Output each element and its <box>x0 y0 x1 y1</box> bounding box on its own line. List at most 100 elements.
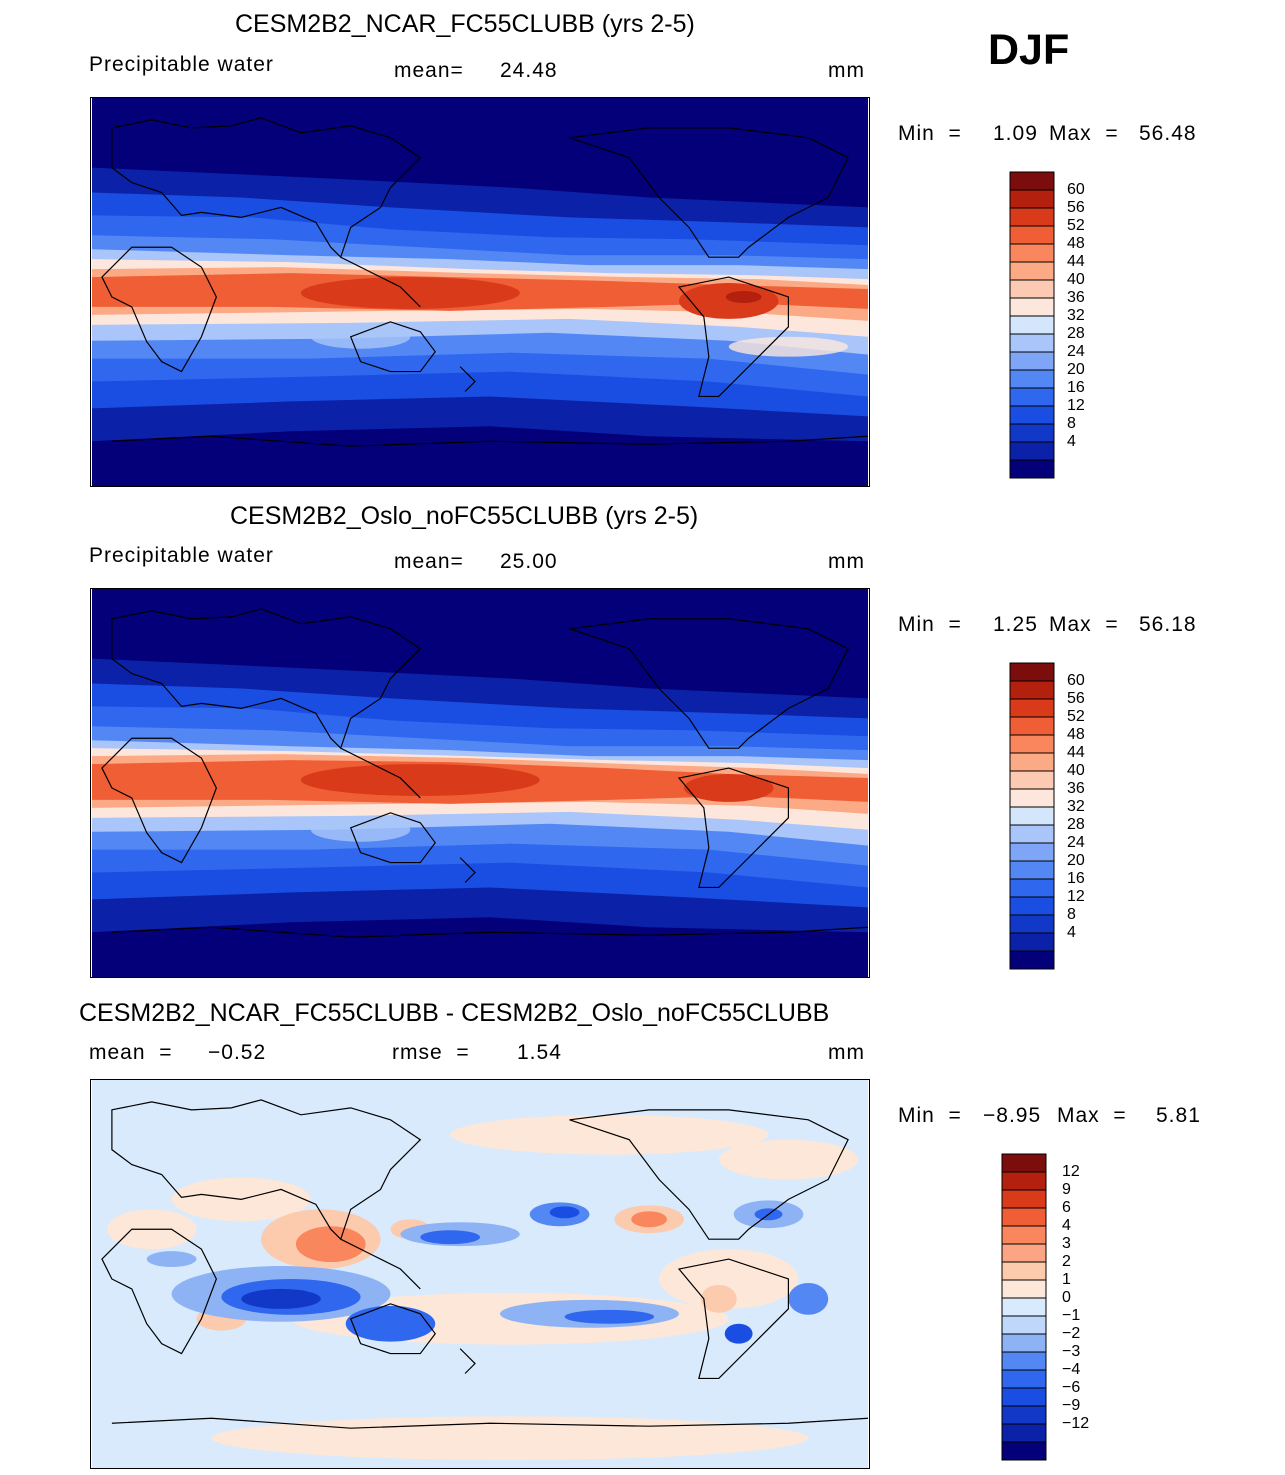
panel-2-colorbar-bin <box>1009 842 1055 862</box>
panel-2-colorbar-label: 32 <box>1067 798 1085 815</box>
panel-2-variable: Precipitable water <box>89 544 274 567</box>
panel-2-colorbar-bin <box>1009 734 1055 754</box>
panel-3-colorbar-bin <box>1001 1207 1047 1227</box>
panel-3-colorbar-bin <box>1001 1189 1047 1209</box>
panel-1-colorbar-label: 60 <box>1067 181 1085 198</box>
season-label: DJF <box>988 26 1070 74</box>
panel-3-min-value: −8.95 <box>983 1104 1042 1127</box>
panel-1-colorbar <box>1009 171 1055 479</box>
panel-1-units: mm <box>828 59 865 82</box>
panel-2-min-value: 1.25 <box>993 613 1038 636</box>
panel-2-field <box>92 658 868 933</box>
panel-2-colorbar-label: 24 <box>1067 834 1085 851</box>
panel-2-colorbar-label: 8 <box>1067 906 1076 923</box>
panel-3-colorbar-label: 2 <box>1062 1253 1071 1270</box>
panel-1-colorbar-bin <box>1009 441 1055 461</box>
panel-1-colorbar-label: 8 <box>1067 415 1076 432</box>
panel-3-colorbar-bin <box>1001 1171 1047 1191</box>
panel-3-mean-label: mean = <box>89 1041 173 1064</box>
panel-1-colorbar-label: 52 <box>1067 217 1085 234</box>
panel-3-colorbar-bin <box>1001 1279 1047 1299</box>
panel-1-colorbar-bin <box>1009 297 1055 317</box>
panel-2-colorbar-label: 28 <box>1067 816 1085 833</box>
panel-2-colorbar-label: 44 <box>1067 744 1085 761</box>
panel-1-colorbar-label: 24 <box>1067 343 1085 360</box>
panel-2-colorbar-bins <box>1009 662 1055 970</box>
panel-3-rmse-label: rmse = <box>392 1041 470 1064</box>
panel-1-colorbar-bin <box>1009 189 1055 209</box>
panel-2-colorbar-bin <box>1009 680 1055 700</box>
panel-1-colorbar-label: 4 <box>1067 433 1076 450</box>
panel-3-colorbar-label: −12 <box>1062 1415 1090 1432</box>
panel-1-colorbar-bins <box>1009 171 1055 479</box>
panel-3-min-label: Min = <box>898 1104 962 1127</box>
panel-3-colorbar-label: 1 <box>1062 1271 1071 1288</box>
panel-2-colorbar-label: 16 <box>1067 870 1085 887</box>
panel-2-map-plot <box>92 589 869 977</box>
panel-2-colorbar-bin <box>1009 932 1055 952</box>
panel-1-mean-label: mean= <box>394 59 464 82</box>
panel-3-max-label: Max = <box>1057 1104 1127 1127</box>
panel-1-field <box>92 167 868 442</box>
panel-3-colorbar-label: −2 <box>1062 1325 1081 1342</box>
panel-3-colorbar-label: −4 <box>1062 1361 1081 1378</box>
panel-3-colorbar-bin <box>1001 1243 1047 1263</box>
panel-3-colorbar-label: −3 <box>1062 1343 1081 1360</box>
panel-2-colorbar-label: 52 <box>1067 708 1085 725</box>
panel-3-rmse-value: 1.54 <box>517 1041 562 1064</box>
panel-2-colorbar-bin <box>1009 914 1055 934</box>
panel-1-colorbar-label: 12 <box>1067 397 1085 414</box>
panel-1-colorbar-bin <box>1009 279 1055 299</box>
panel-1-colorbar-bin <box>1009 405 1055 425</box>
panel-2-colorbar-label: 48 <box>1067 726 1085 743</box>
panel-2-colorbar-label: 4 <box>1067 924 1076 941</box>
panel-1-colorbar-bin <box>1009 333 1055 353</box>
panel-2-colorbar-label: 40 <box>1067 762 1085 779</box>
panel-1-colorbar-bin <box>1009 387 1055 407</box>
panel-2-colorbar-bin <box>1009 752 1055 772</box>
panel-3-units: mm <box>828 1041 865 1064</box>
panel-1-colorbar-bin <box>1009 207 1055 227</box>
panel-1-colorbar-bin <box>1009 243 1055 263</box>
panel-3-colorbar-bin <box>1001 1387 1047 1407</box>
panel-1-colorbar-bin <box>1009 369 1055 389</box>
panel-2-colorbar-label: 36 <box>1067 780 1085 797</box>
panel-3-max-value: 5.81 <box>1156 1104 1201 1127</box>
panel-2-colorbar-bin <box>1009 788 1055 808</box>
panel-1-colorbar-bin <box>1009 351 1055 371</box>
panel-1-variable: Precipitable water <box>89 53 274 76</box>
panel-2-colorbar-bin <box>1009 806 1055 826</box>
panel-1-colorbar-label: 40 <box>1067 271 1085 288</box>
panel-3-coastlines <box>101 1099 869 1429</box>
panel-2-colorbar-bin <box>1009 878 1055 898</box>
panel-3-map-plot <box>92 1080 869 1468</box>
panel-1-colorbar-label: 36 <box>1067 289 1085 306</box>
panel-2-colorbar-bin <box>1009 716 1055 736</box>
panel-3-colorbar-label: 3 <box>1062 1235 1071 1252</box>
panel-2-mean-value: 25.00 <box>500 550 558 573</box>
panel-2-colorbar-bin <box>1009 770 1055 790</box>
panel-1-colorbar-label: 48 <box>1067 235 1085 252</box>
panel-1-title: CESM2B2_NCAR_FC55CLUBB (yrs 2-5) <box>235 10 695 38</box>
panel-2-map <box>90 588 870 978</box>
panel-1-min-label: Min = <box>898 122 962 145</box>
panel-2-colorbar <box>1009 662 1055 970</box>
panel-1-colorbar-bin <box>1009 261 1055 281</box>
panel-3-mean-value: −0.52 <box>208 1041 267 1064</box>
panel-1-colorbar-bin <box>1009 171 1055 191</box>
panel-1-max-value: 56.48 <box>1139 122 1197 145</box>
panel-2-title: CESM2B2_Oslo_noFC55CLUBB (yrs 2-5) <box>230 502 699 530</box>
panel-2-mean-label: mean= <box>394 550 464 573</box>
panel-2-colorbar-label: 60 <box>1067 672 1085 689</box>
panel-2-min-label: Min = <box>898 613 962 636</box>
panel-3-colorbar-bin <box>1001 1351 1047 1371</box>
panel-3-colorbar-label: 12 <box>1062 1163 1080 1180</box>
panel-1-colorbar-label: 28 <box>1067 325 1085 342</box>
panel-2-colorbar-bin <box>1009 896 1055 916</box>
panel-1-colorbar-bin <box>1009 423 1055 443</box>
panel-3-colorbar-bin <box>1001 1333 1047 1353</box>
panel-3-colorbar-label: −1 <box>1062 1307 1081 1324</box>
panel-3-colorbar <box>1001 1153 1047 1461</box>
panel-1-colorbar-bin <box>1009 315 1055 335</box>
panel-3-colorbar-bin <box>1001 1153 1047 1173</box>
